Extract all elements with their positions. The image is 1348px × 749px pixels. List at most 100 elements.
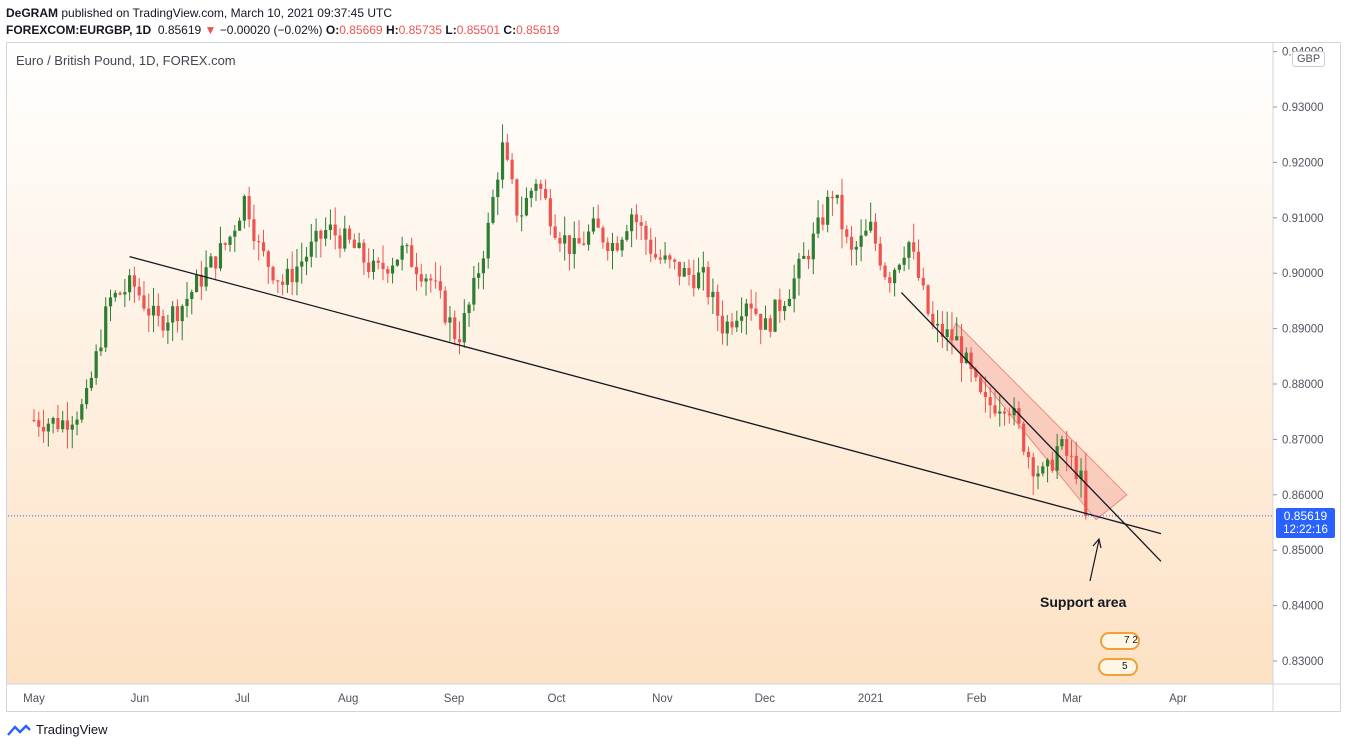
candle-up: [237, 217, 242, 231]
candle-body: [959, 336, 964, 364]
candle-body: [711, 291, 715, 298]
candle-down: [338, 228, 342, 258]
candle-up: [481, 250, 486, 290]
candle-body: [907, 242, 911, 258]
y-tick-label: 0.87000: [1282, 434, 1324, 446]
candle-body: [343, 228, 347, 249]
author-name[interactable]: DeGRAM: [6, 6, 59, 20]
candle-body: [147, 308, 151, 316]
candle-body: [233, 230, 237, 237]
close-label: C:: [503, 23, 517, 37]
candle-body: [955, 336, 959, 341]
candle-body: [1060, 439, 1064, 447]
candle-body: [448, 317, 452, 323]
uk-events-badge[interactable]: 7 2: [1100, 632, 1140, 650]
candle-body: [1031, 457, 1035, 477]
candle-down: [1084, 452, 1088, 520]
candle-body: [242, 196, 246, 221]
candle-body: [639, 222, 643, 226]
candle-body: [725, 321, 729, 334]
currency-badge[interactable]: GBP: [1292, 51, 1326, 67]
x-tick-label: Mar: [1062, 693, 1082, 705]
candle-up: [869, 202, 873, 233]
candle-body: [80, 404, 84, 420]
candle-up: [185, 282, 189, 318]
candle-up: [524, 187, 529, 217]
candle-down: [692, 259, 696, 297]
candle-down: [845, 225, 849, 244]
candle-body: [849, 236, 854, 250]
candle-up: [300, 242, 304, 284]
candle-body: [89, 377, 93, 389]
candle-up: [371, 249, 376, 280]
x-tick-label: May: [23, 693, 45, 705]
candle-up: [151, 287, 156, 333]
high-value: 0.85735: [398, 23, 443, 37]
candle-body: [692, 274, 696, 289]
candle-body: [128, 275, 132, 293]
candle-body: [281, 281, 285, 285]
eu-events-badge[interactable]: 5: [1098, 658, 1138, 676]
candle-body: [199, 274, 203, 287]
candle-down: [649, 227, 653, 263]
candle-down: [849, 225, 854, 266]
chart-frame: [6, 42, 1341, 712]
tradingview-logo-icon: [7, 723, 31, 736]
candle-body: [964, 352, 968, 364]
x-tick-label: Aug: [338, 693, 358, 705]
candle-body: [400, 245, 404, 260]
publish-text: published on TradingView.com, March 10, …: [61, 6, 393, 20]
candle-up: [233, 224, 237, 253]
candle-up: [194, 269, 199, 293]
candle-up: [696, 257, 701, 290]
candle-body: [1012, 408, 1016, 416]
footer-brand[interactable]: TradingView: [6, 722, 108, 737]
candle-down: [759, 313, 763, 345]
candle-up: [1060, 435, 1064, 450]
candle-down: [142, 281, 146, 312]
candle-body: [414, 266, 419, 275]
candle-body: [606, 242, 610, 252]
candle-body: [362, 242, 366, 263]
candle-up: [75, 411, 79, 436]
candle-up: [84, 379, 89, 409]
trendlines: [129, 255, 1162, 562]
candle-body: [950, 329, 954, 341]
candle-down: [290, 251, 294, 296]
candle-body: [1002, 411, 1007, 414]
candle-body: [252, 219, 256, 242]
candle-body: [696, 272, 701, 289]
candle-up: [586, 224, 591, 251]
candle-body: [104, 306, 108, 348]
candle-down: [137, 278, 141, 301]
candle-body: [658, 257, 662, 260]
x-axis-ticks: May Jun Jul Aug Sep Oct Nov Dec 2021 Feb Mar Apr: [23, 693, 1187, 705]
candle-body: [529, 190, 533, 198]
candle-body: [634, 214, 639, 223]
candle-down: [443, 286, 447, 326]
candle-body: [257, 241, 261, 243]
candle-body: [916, 251, 921, 278]
candle-down: [959, 323, 964, 382]
candle-down: [419, 263, 423, 287]
candle-down: [606, 237, 610, 261]
candle-down: [247, 186, 251, 228]
candle-up: [448, 305, 452, 342]
candle-body: [701, 267, 705, 273]
candle-down: [1074, 441, 1078, 485]
candle-up: [343, 215, 347, 252]
x-tick-label: Dec: [755, 693, 776, 705]
symbol-label: FOREXCOM:EURGBP, 1D: [6, 23, 152, 37]
candle-body: [381, 262, 385, 270]
candle-up: [964, 347, 968, 365]
candle-up: [744, 298, 748, 335]
candle-up: [218, 226, 223, 272]
candle-up: [1012, 397, 1016, 426]
candle-body: [591, 218, 595, 232]
candle-up: [496, 172, 500, 215]
candle-up: [472, 266, 476, 312]
candle-body: [902, 257, 906, 265]
candle-down: [352, 233, 356, 249]
candle-body: [969, 352, 973, 370]
